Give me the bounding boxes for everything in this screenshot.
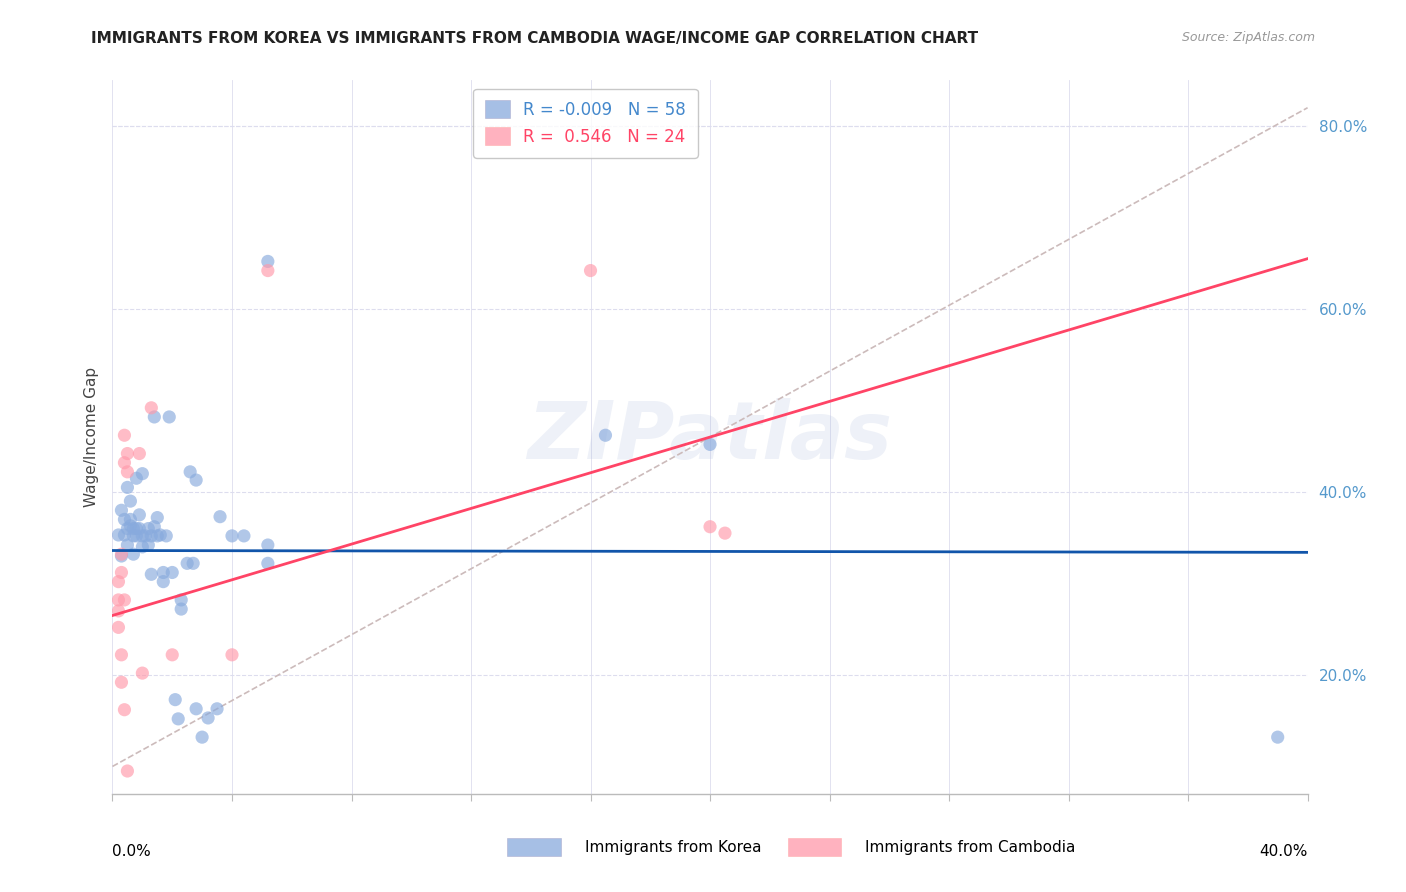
Point bbox=[110, 675, 132, 690]
Point bbox=[107, 528, 129, 542]
Point bbox=[110, 547, 132, 561]
Point bbox=[257, 538, 280, 552]
Point bbox=[131, 540, 153, 554]
Point bbox=[107, 574, 129, 589]
Point bbox=[141, 529, 163, 543]
Point bbox=[257, 263, 280, 277]
Point bbox=[117, 446, 139, 460]
Point bbox=[146, 510, 169, 524]
Point bbox=[122, 522, 145, 536]
Point bbox=[152, 566, 174, 580]
Point bbox=[1267, 730, 1289, 744]
Y-axis label: Wage/Income Gap: Wage/Income Gap bbox=[83, 367, 98, 508]
Point bbox=[191, 730, 214, 744]
Point bbox=[170, 602, 193, 616]
Point bbox=[205, 702, 228, 716]
Point bbox=[114, 428, 135, 442]
Point bbox=[138, 538, 160, 552]
Point bbox=[149, 528, 172, 542]
Point bbox=[125, 471, 148, 485]
Point bbox=[122, 547, 145, 561]
Point bbox=[117, 480, 139, 494]
Point bbox=[120, 494, 142, 508]
Point bbox=[117, 465, 139, 479]
Point bbox=[117, 522, 139, 536]
Point bbox=[134, 529, 156, 543]
Point bbox=[233, 529, 256, 543]
Point bbox=[699, 437, 721, 451]
Point bbox=[114, 512, 135, 526]
Text: 40.0%: 40.0% bbox=[1260, 844, 1308, 859]
Point bbox=[120, 512, 142, 526]
Point bbox=[131, 666, 153, 681]
Point bbox=[141, 401, 163, 415]
Point bbox=[162, 566, 183, 580]
Point bbox=[221, 529, 243, 543]
Point bbox=[128, 508, 150, 522]
Point bbox=[170, 593, 193, 607]
Point bbox=[128, 522, 150, 536]
Legend: R = -0.009   N = 58, R =  0.546   N = 24: R = -0.009 N = 58, R = 0.546 N = 24 bbox=[474, 88, 697, 158]
Point bbox=[209, 509, 232, 524]
Point bbox=[114, 528, 135, 542]
Point bbox=[138, 522, 160, 536]
Point bbox=[110, 549, 132, 563]
Point bbox=[257, 557, 280, 571]
Point bbox=[117, 538, 139, 552]
Bar bbox=[508, 838, 561, 856]
Point bbox=[699, 520, 721, 534]
Point bbox=[186, 702, 208, 716]
Point bbox=[128, 446, 150, 460]
Point bbox=[114, 456, 135, 470]
Point bbox=[146, 529, 169, 543]
Point bbox=[125, 529, 148, 543]
Point bbox=[221, 648, 243, 662]
Point bbox=[714, 526, 737, 541]
Point bbox=[595, 428, 617, 442]
Point bbox=[155, 529, 177, 543]
Text: Source: ZipAtlas.com: Source: ZipAtlas.com bbox=[1181, 31, 1315, 45]
Point bbox=[107, 604, 129, 618]
Point bbox=[107, 620, 129, 634]
Bar bbox=[787, 838, 842, 856]
Point bbox=[110, 566, 132, 580]
Point bbox=[114, 703, 135, 717]
Point bbox=[176, 557, 198, 571]
Point bbox=[197, 711, 219, 725]
Point bbox=[157, 409, 180, 424]
Point bbox=[107, 593, 129, 607]
Point bbox=[120, 518, 142, 533]
Point bbox=[257, 254, 280, 268]
Text: Immigrants from Cambodia: Immigrants from Cambodia bbox=[866, 840, 1076, 855]
Point bbox=[117, 764, 139, 778]
Point bbox=[186, 473, 208, 487]
Text: 0.0%: 0.0% bbox=[112, 844, 152, 859]
Point bbox=[131, 467, 153, 481]
Point bbox=[579, 263, 602, 277]
Point bbox=[131, 529, 153, 543]
Point bbox=[165, 692, 187, 706]
Point bbox=[114, 593, 135, 607]
Text: Immigrants from Korea: Immigrants from Korea bbox=[585, 840, 761, 855]
Point bbox=[181, 557, 204, 571]
Point bbox=[179, 465, 201, 479]
Text: IMMIGRANTS FROM KOREA VS IMMIGRANTS FROM CAMBODIA WAGE/INCOME GAP CORRELATION CH: IMMIGRANTS FROM KOREA VS IMMIGRANTS FROM… bbox=[91, 31, 979, 46]
Point bbox=[152, 574, 174, 589]
Point bbox=[110, 648, 132, 662]
Point bbox=[167, 712, 190, 726]
Point bbox=[125, 522, 148, 536]
Point bbox=[143, 520, 166, 534]
Point bbox=[143, 409, 166, 424]
Text: ZIPatlas: ZIPatlas bbox=[527, 398, 893, 476]
Point bbox=[122, 529, 145, 543]
Point bbox=[162, 648, 183, 662]
Point bbox=[141, 567, 163, 582]
Point bbox=[110, 503, 132, 517]
